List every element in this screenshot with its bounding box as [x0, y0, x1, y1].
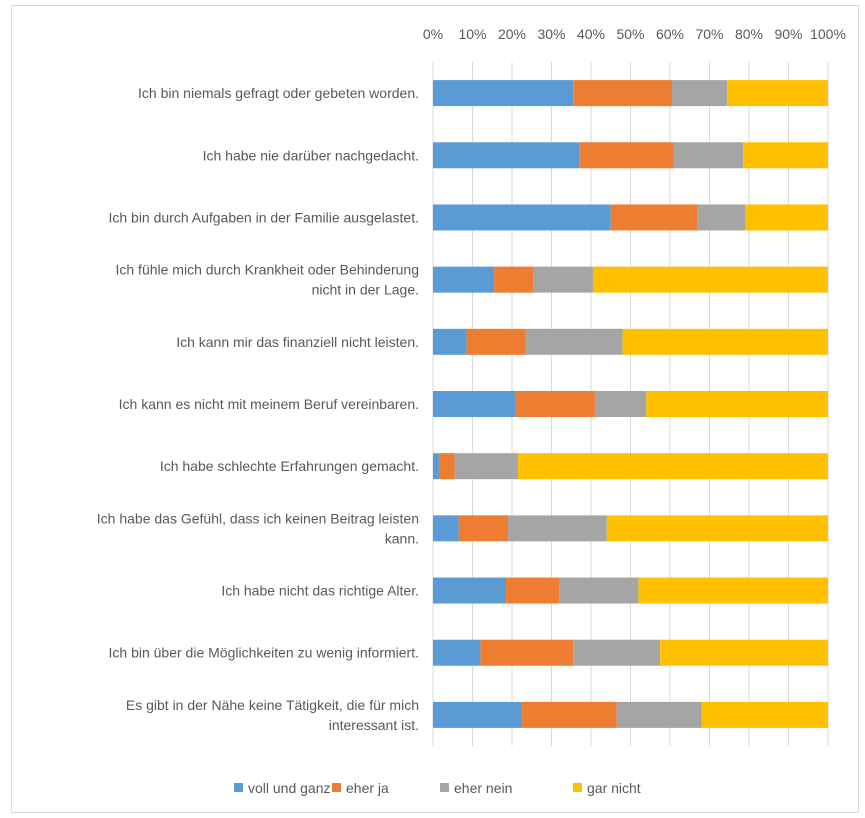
x-axis-ticks: 0% 10% 20% 30% 40% 50% 60% 70% 80% 90% 100%: [423, 26, 846, 42]
stacked-bar-chart: 0% 10% 20% 30% 40% 50% 60% 70% 80% 90% 100% Ich bi…: [12, 6, 860, 814]
category-label: Ich fühle mich durch Krankheit oder Behi…: [115, 262, 419, 278]
bar-segment: [433, 204, 611, 230]
bar-segment: [433, 80, 573, 106]
bar-segment: [459, 515, 508, 541]
bar-segment: [455, 453, 518, 479]
category-label: Ich habe nie darüber nachgedacht.: [203, 147, 419, 163]
bar-segment: [506, 578, 559, 604]
legend-label: eher ja: [346, 780, 389, 796]
bar-segment: [595, 391, 646, 417]
bar-segment: [518, 453, 828, 479]
x-tick-label: 20%: [498, 26, 526, 42]
bar-segment: [480, 640, 573, 666]
bar-segment: [623, 329, 828, 355]
x-tick-label: 100%: [810, 26, 846, 42]
bar-segment: [433, 640, 480, 666]
bar-segment: [698, 204, 745, 230]
bar-segment: [674, 142, 743, 168]
bar-segment: [573, 640, 660, 666]
category-labels: Ich bin niemals gefragt oder gebeten wor…: [97, 85, 419, 733]
x-tick-label: 50%: [616, 26, 644, 42]
x-tick-label: 60%: [656, 26, 684, 42]
category-label: Ich bin durch Aufgaben in der Familie au…: [108, 209, 419, 225]
legend-label: voll und ganz: [248, 780, 331, 796]
bar-segment: [559, 578, 638, 604]
category-label: Ich habe schlechte Erfahrungen gemacht.: [160, 458, 419, 474]
bar-segment: [660, 640, 828, 666]
legend-swatch: [440, 783, 449, 792]
bar-segment: [439, 453, 455, 479]
bar-segment: [433, 453, 439, 479]
bar-segment: [702, 702, 828, 728]
chart-frame: 0% 10% 20% 30% 40% 50% 60% 70% 80% 90% 100% Ich bi…: [11, 5, 859, 813]
category-label: interessant ist.: [329, 717, 419, 733]
bar-segment: [593, 267, 828, 293]
category-label: nicht in der Lage.: [312, 282, 419, 298]
legend-swatch: [573, 783, 582, 792]
bar-segment: [579, 142, 674, 168]
bar-segment: [646, 391, 828, 417]
x-tick-label: 30%: [537, 26, 565, 42]
category-label: Ich kann es nicht mit meinem Beruf verei…: [119, 396, 419, 412]
bar-segment: [522, 702, 617, 728]
bar-segment: [508, 515, 607, 541]
category-label: Ich bin über die Möglichkeiten zu wenig …: [109, 645, 420, 661]
category-label: Ich habe nicht das richtige Alter.: [221, 583, 419, 599]
legend-swatch: [332, 783, 341, 792]
x-tick-label: 70%: [695, 26, 723, 42]
bar-segment: [433, 578, 506, 604]
x-tick-label: 10%: [458, 26, 486, 42]
bar-segment: [433, 702, 522, 728]
bar-segment: [516, 391, 595, 417]
bar-segment: [433, 329, 467, 355]
bar-segment: [743, 142, 828, 168]
bar-segment: [433, 142, 579, 168]
bar-segment: [467, 329, 526, 355]
category-label: Ich bin niemals gefragt oder gebeten wor…: [138, 85, 419, 101]
bar-segment: [638, 578, 828, 604]
bar-segment: [611, 204, 698, 230]
x-tick-label: 80%: [735, 26, 763, 42]
bar-segment: [672, 80, 727, 106]
category-label: Ich habe das Gefühl, dass ich keinen Bei…: [97, 510, 419, 526]
bar-segment: [745, 204, 828, 230]
bar-segment: [433, 267, 494, 293]
bar-segment: [433, 391, 516, 417]
x-tick-label: 0%: [423, 26, 443, 42]
bar-segment: [433, 515, 459, 541]
bar-segment: [526, 329, 623, 355]
category-label: kann.: [385, 530, 419, 546]
category-label: Ich kann mir das finanziell nicht leiste…: [176, 334, 419, 350]
x-tick-label: 90%: [774, 26, 802, 42]
legend: voll und ganz eher ja eher nein gar nicht: [234, 780, 641, 796]
legend-swatch: [234, 783, 243, 792]
bar-segment: [494, 267, 533, 293]
bar-segment: [607, 515, 828, 541]
legend-label: eher nein: [454, 780, 512, 796]
legend-label: gar nicht: [587, 780, 641, 796]
bar-segment: [617, 702, 702, 728]
bar-segment: [727, 80, 828, 106]
bar-segment: [573, 80, 672, 106]
bar-segment: [534, 267, 593, 293]
x-tick-label: 40%: [577, 26, 605, 42]
category-label: Es gibt in der Nähe keine Tätigkeit, die…: [126, 697, 419, 713]
